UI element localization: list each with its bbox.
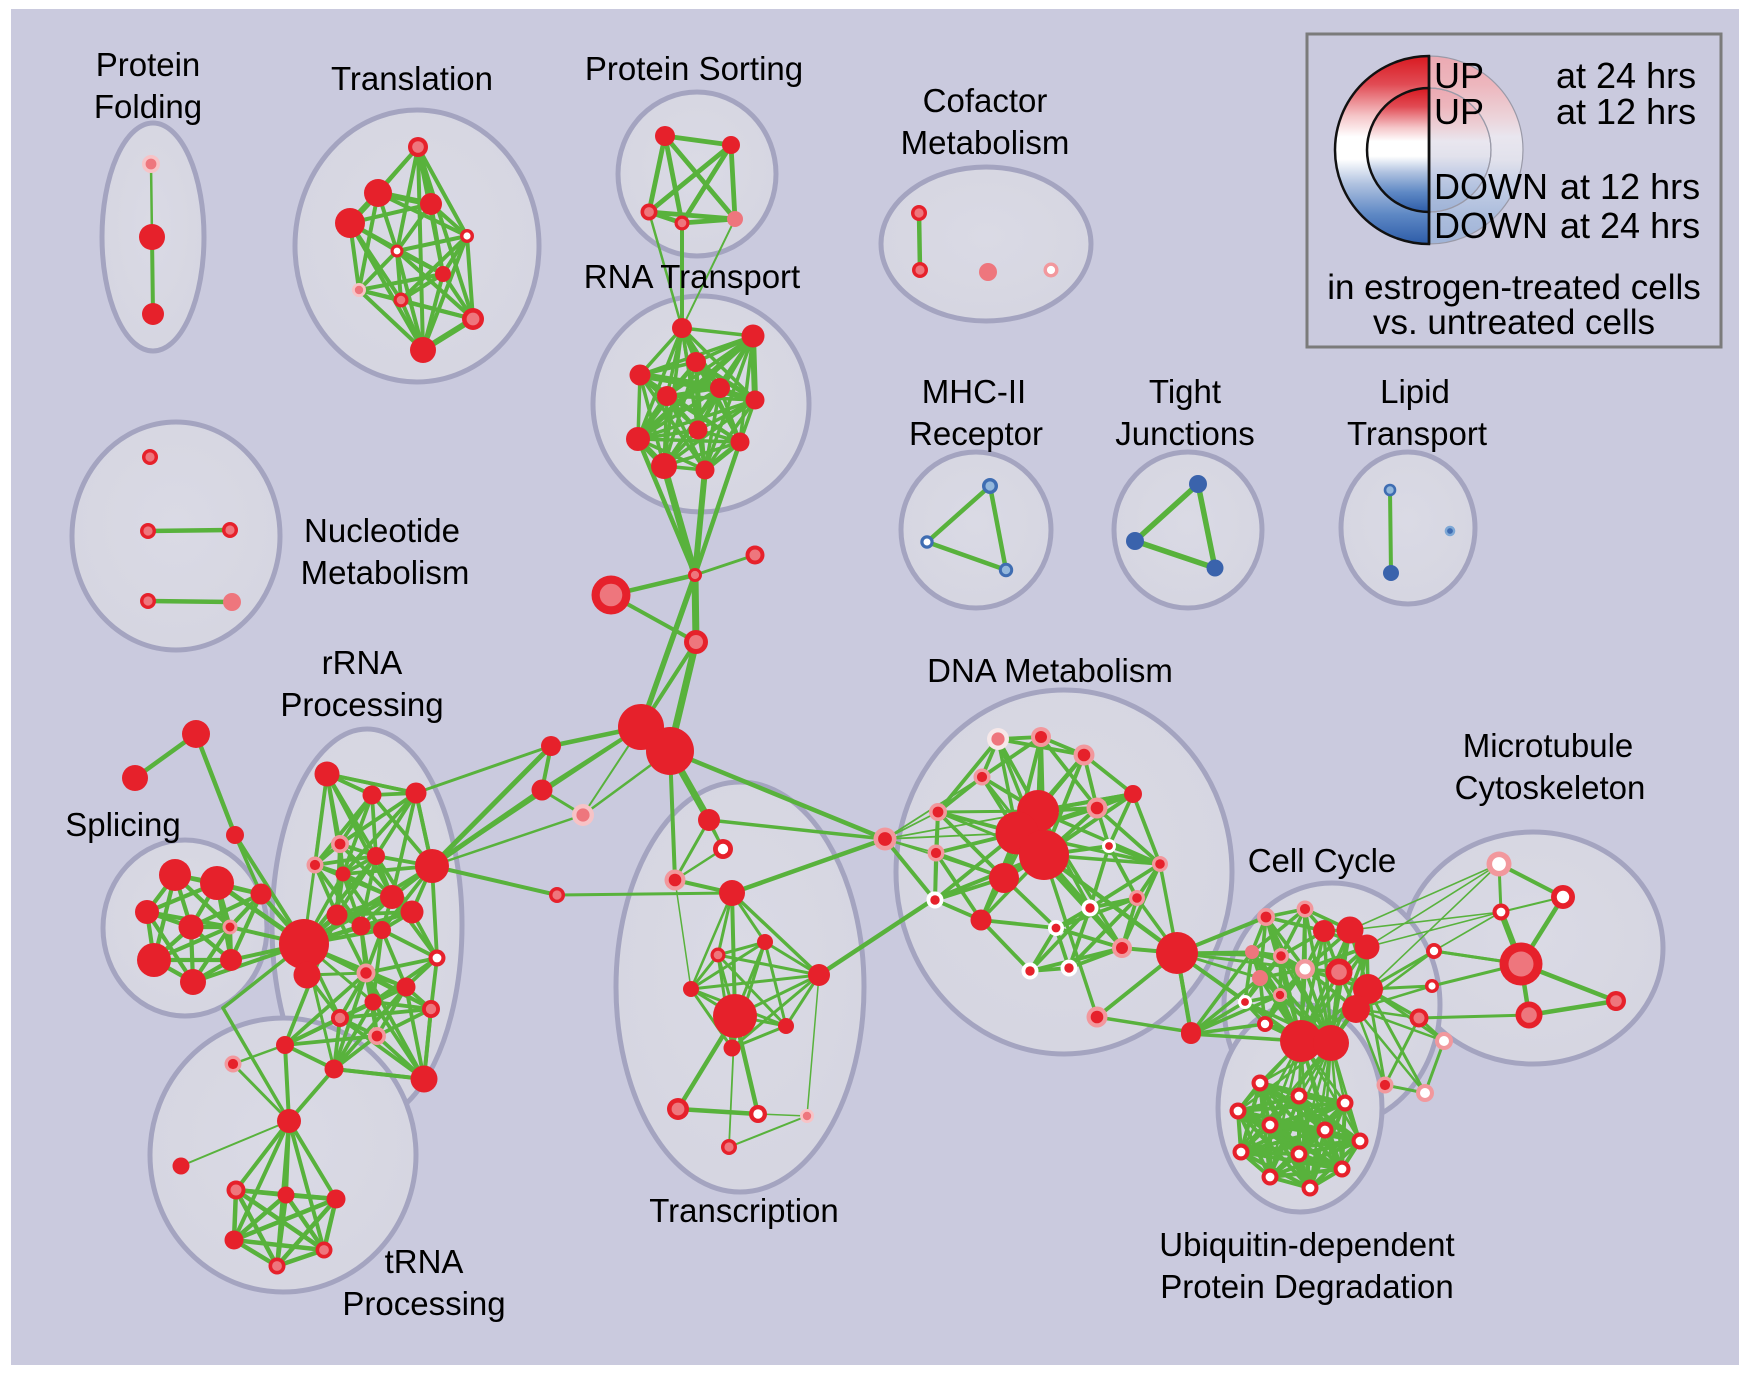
svg-text:Cytoskeleton: Cytoskeleton	[1455, 769, 1646, 806]
svg-text:Protein: Protein	[96, 46, 201, 83]
svg-text:Folding: Folding	[94, 88, 202, 125]
svg-text:RNA Transport: RNA Transport	[584, 258, 800, 295]
svg-text:Splicing: Splicing	[65, 806, 181, 843]
svg-text:Nucleotide: Nucleotide	[304, 512, 460, 549]
svg-text:DOWN: DOWN	[1434, 166, 1548, 207]
svg-text:Tight: Tight	[1149, 373, 1221, 410]
svg-text:UP: UP	[1434, 91, 1484, 132]
svg-text:Protein Degradation: Protein Degradation	[1160, 1268, 1454, 1305]
svg-text:Receptor: Receptor	[909, 415, 1043, 452]
svg-text:Processing: Processing	[342, 1285, 505, 1322]
svg-text:at 12 hrs: at 12 hrs	[1560, 166, 1700, 207]
svg-text:tRNA: tRNA	[385, 1243, 464, 1280]
svg-text:Transcription: Transcription	[649, 1192, 839, 1229]
svg-text:vs. untreated cells: vs. untreated cells	[1373, 303, 1655, 342]
svg-text:Protein Sorting: Protein Sorting	[585, 50, 803, 87]
svg-text:at 24 hrs: at 24 hrs	[1560, 205, 1700, 246]
svg-text:DOWN: DOWN	[1434, 205, 1548, 246]
svg-text:rRNA: rRNA	[322, 644, 403, 681]
svg-text:UP: UP	[1434, 55, 1484, 96]
svg-text:Cofactor: Cofactor	[923, 82, 1048, 119]
svg-text:at 24 hrs: at 24 hrs	[1556, 55, 1696, 96]
svg-text:Junctions: Junctions	[1115, 415, 1254, 452]
svg-text:Processing: Processing	[280, 686, 443, 723]
svg-text:MHC-II: MHC-II	[922, 373, 1026, 410]
svg-text:DNA Metabolism: DNA Metabolism	[927, 652, 1173, 689]
svg-text:in estrogen-treated cells: in estrogen-treated cells	[1327, 268, 1701, 307]
svg-text:Ubiquitin-dependent: Ubiquitin-dependent	[1159, 1226, 1454, 1263]
svg-text:Microtubule: Microtubule	[1463, 727, 1634, 764]
svg-text:Lipid: Lipid	[1380, 373, 1450, 410]
svg-text:Metabolism: Metabolism	[301, 554, 470, 591]
svg-text:Cell Cycle: Cell Cycle	[1248, 842, 1397, 879]
svg-text:at 12 hrs: at 12 hrs	[1556, 91, 1696, 132]
svg-text:Translation: Translation	[331, 60, 493, 97]
svg-text:Metabolism: Metabolism	[901, 124, 1070, 161]
svg-text:Transport: Transport	[1347, 415, 1487, 452]
